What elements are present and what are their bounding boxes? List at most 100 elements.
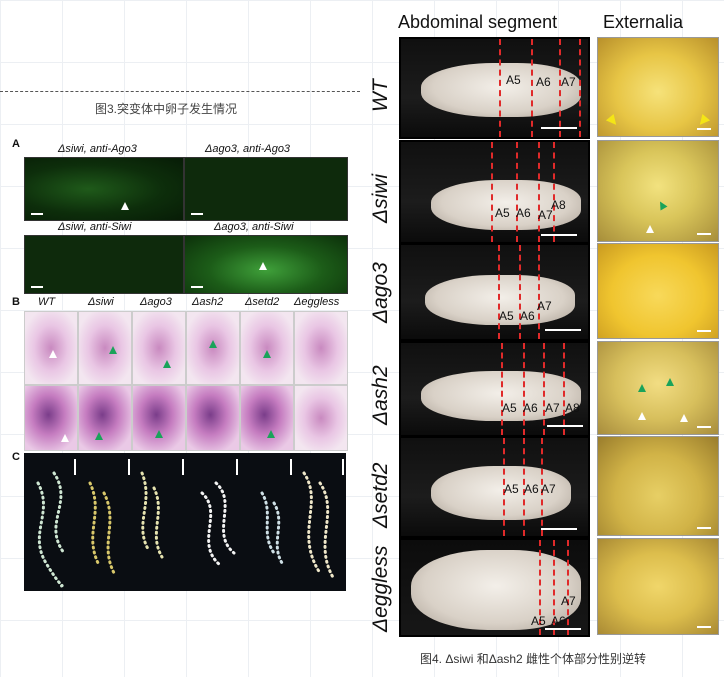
segment-line [501, 343, 503, 435]
segment-label: A7 [538, 208, 553, 222]
scale-bar [541, 234, 577, 236]
segment-label: A7 [561, 594, 576, 608]
histology-wt [24, 311, 78, 385]
ovary-photo-strip [24, 453, 346, 591]
segment-label: A7 [541, 482, 556, 496]
scale-bar [191, 286, 203, 288]
abdomen-photo-eggless: A5 A6 A7 [399, 538, 590, 637]
segment-label: A5 [531, 614, 546, 628]
externalia-photo-wt [597, 37, 719, 137]
green-arrow-icon [109, 346, 117, 354]
histology-zoom-siwi [78, 385, 132, 451]
segment-label: A6 [516, 206, 531, 220]
col-wt: WT [38, 296, 56, 308]
histology-zoom-wt [24, 385, 78, 451]
segment-line [516, 142, 518, 242]
panel-a-title-4: Δago3, anti-Siwi [214, 221, 294, 233]
segment-label: A7 [545, 401, 560, 415]
histology-setd2 [240, 311, 294, 385]
scale-bar [697, 527, 711, 529]
fluorescence-image-3 [24, 235, 184, 294]
segment-line [563, 343, 565, 435]
segment-label: A8 [551, 198, 566, 212]
segment-line [498, 245, 500, 339]
moth-body [421, 63, 581, 117]
col-ash2: Δash2 [192, 296, 224, 308]
segment-label: A7 [561, 75, 576, 89]
scale-bar [545, 329, 581, 331]
scale-bar [31, 213, 43, 215]
segment-label: A6 [523, 401, 538, 415]
histology-siwi [78, 311, 132, 385]
header-abdominal: Abdominal segment [398, 12, 558, 32]
segment-label: A7 [537, 299, 552, 313]
moth-body [411, 550, 581, 630]
segment-label: A6 [524, 482, 539, 496]
col-ago3: Δago3 [140, 296, 172, 308]
segment-line [553, 142, 555, 242]
col-siwi: Δsiwi [88, 296, 114, 308]
green-arrow-icon [263, 350, 271, 358]
abdomen-photo-wt: A5 A6 A7 [399, 37, 590, 139]
scale-bar [547, 425, 583, 427]
segment-line [519, 245, 521, 339]
histology-eggless [294, 311, 348, 385]
panel-a-title-2: Δago3, anti-Ago3 [205, 143, 291, 155]
segment-line [499, 39, 501, 137]
segment-label: A6 [536, 75, 551, 89]
abdomen-photo-ago3: A5 A6 A7 [399, 243, 590, 341]
externalia-photo-ash2 [597, 341, 719, 435]
externalia-photo-setd2 [597, 436, 719, 536]
histology-zoom-eggless [294, 385, 348, 451]
segment-label: A5 [502, 401, 517, 415]
histology-zoom-ash2 [186, 385, 240, 451]
segment-label: A6 [551, 614, 566, 628]
white-arrow-icon [638, 412, 646, 420]
panel-b-label: B [12, 296, 20, 308]
row-label-ash2: Δash2 [369, 365, 392, 425]
segment-line [567, 540, 569, 635]
col-setd2: Δsetd2 [245, 296, 280, 308]
scale-bar [191, 213, 203, 215]
white-arrow-icon [259, 262, 267, 270]
scale-bar [541, 127, 577, 129]
col-eggless: Δeggless [294, 296, 340, 308]
histology-zoom-setd2 [240, 385, 294, 451]
white-arrow-icon [646, 225, 654, 233]
white-arrow-icon [49, 350, 57, 358]
segment-line [539, 540, 541, 635]
row-label-eggless: Δeggless [369, 545, 392, 632]
green-arrow-icon [163, 360, 171, 368]
panel-a-title-3: Δsiwi, anti-Siwi [58, 221, 132, 233]
segment-line [491, 142, 493, 242]
segment-label: A8 [565, 401, 580, 415]
segment-line [523, 343, 525, 435]
segment-line [538, 245, 540, 339]
histology-ash2 [186, 311, 240, 385]
segment-line [503, 438, 505, 536]
segment-line [543, 343, 545, 435]
green-arrow-icon [155, 430, 163, 438]
green-arrow-icon [209, 340, 217, 348]
header-externalia: Externalia [603, 12, 684, 32]
segment-line [538, 142, 540, 242]
segment-line [559, 39, 561, 137]
segment-line [541, 438, 543, 536]
dashed-divider [0, 91, 360, 92]
externalia-photo-siwi [597, 140, 719, 242]
segment-label: A5 [504, 482, 519, 496]
green-arrow-icon [267, 430, 275, 438]
green-arrow-icon [95, 432, 103, 440]
green-arrow-icon [656, 199, 668, 211]
segment-line [579, 39, 581, 137]
row-label-siwi: Δsiwi [369, 173, 392, 223]
histology-ago3 [132, 311, 186, 385]
figure3-caption: 图3.突变体中卵子发生情况 [95, 102, 238, 116]
green-arrow-icon [666, 378, 674, 386]
row-label-ago3: Δago3 [369, 262, 392, 323]
green-arrow-icon [638, 384, 646, 392]
row-label-wt: WT [369, 79, 392, 112]
panel-c-label: C [12, 451, 20, 463]
externalia-photo-ago3 [597, 243, 719, 339]
row-label-setd2: Δsetd2 [369, 462, 392, 528]
